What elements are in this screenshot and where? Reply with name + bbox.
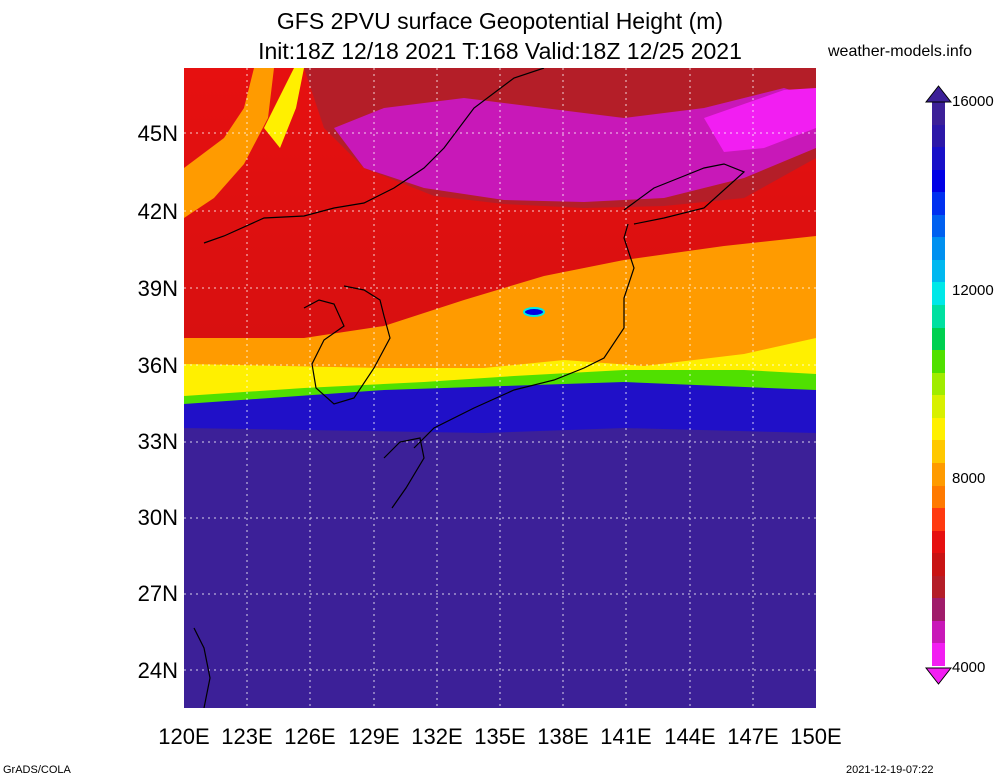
lat-label-33n: 33N	[137, 429, 178, 454]
colorbar-swatch	[932, 350, 945, 374]
colorbar-swatch	[932, 237, 945, 261]
field-spot	[523, 307, 545, 317]
lon-label-132e: 132E	[411, 724, 463, 749]
lon-label-150e: 150E	[790, 724, 842, 749]
footer-timestamp: 2021-12-19-07:22	[846, 764, 934, 776]
colorbar-swatch	[932, 124, 945, 148]
footer-software: GrADS/COLA	[3, 764, 71, 776]
site-credit: weather-models.info	[828, 43, 973, 60]
map-field	[184, 68, 816, 708]
lon-label-138e: 138E	[537, 724, 589, 749]
colorbar-swatch	[932, 147, 945, 171]
map-plot-area[interactable]	[184, 68, 816, 708]
lat-label-30n: 30N	[137, 505, 178, 530]
taiwan-coast	[193, 627, 211, 708]
colorbar-swatch	[932, 282, 945, 306]
colorbar-swatch	[932, 462, 945, 486]
colorbar-swatch	[932, 598, 945, 622]
lon-label-129e: 129E	[348, 724, 400, 749]
colorbar-swatch	[932, 192, 945, 216]
colorbar-label-16000: 16000	[952, 93, 994, 110]
colorbar-label-4000: 4000	[952, 659, 986, 676]
colorbar-swatch	[932, 417, 945, 441]
colorbar-swatch	[932, 169, 945, 193]
map-subtitle: Init:18Z 12/18 2021 T:168 Valid:18Z 12/2…	[258, 38, 742, 64]
coastlines	[193, 68, 746, 708]
lat-label-24n: 24N	[137, 658, 178, 683]
lon-label-120e: 120E	[158, 724, 210, 749]
colorbar-swatch	[932, 305, 945, 329]
kyushu-coast	[383, 437, 425, 509]
field-pink-core	[704, 88, 816, 152]
colorbar-bottom-arrow	[925, 667, 952, 685]
colorbar-swatch	[932, 214, 945, 238]
colorbar-swatch	[932, 620, 945, 644]
lon-label-147e: 147E	[727, 724, 779, 749]
colorbar-swatch	[932, 372, 945, 396]
colorbar	[932, 102, 945, 667]
lon-label-135e: 135E	[474, 724, 526, 749]
asia-coast	[203, 68, 545, 244]
colorbar-swatch	[932, 327, 945, 351]
korea-coast	[303, 285, 391, 405]
lat-label-27n: 27N	[137, 581, 178, 606]
colorbar-swatch	[932, 643, 945, 667]
colorbar-swatch	[932, 575, 945, 599]
colorbar-swatch	[932, 440, 945, 464]
lat-label-42n: 42N	[137, 199, 178, 224]
lat-label-36n: 36N	[137, 353, 178, 378]
colorbar-swatch	[932, 553, 945, 577]
hokkaido-coast	[623, 163, 746, 225]
lon-label-126e: 126E	[284, 724, 336, 749]
colorbar-swatch	[932, 102, 945, 126]
lat-label-39n: 39N	[137, 276, 178, 301]
colorbar-label-8000: 8000	[952, 470, 986, 487]
honshu-coast	[413, 223, 635, 449]
field-yellow-streak	[264, 68, 304, 148]
field-magenta-low	[334, 88, 816, 202]
colorbar-swatch	[932, 259, 945, 283]
lon-label-144e: 144E	[664, 724, 716, 749]
colorbar-label-12000: 12000	[952, 282, 994, 299]
colorbar-swatch	[932, 530, 945, 554]
colorbar-swatch	[932, 508, 945, 532]
colorbar-top-arrow	[925, 85, 952, 103]
lon-label-123e: 123E	[221, 724, 273, 749]
grid-lines	[184, 68, 816, 708]
field-orange-streak	[184, 68, 274, 218]
lat-label-45n: 45N	[137, 121, 178, 146]
lon-label-141e: 141E	[600, 724, 652, 749]
colorbar-swatch	[932, 485, 945, 509]
map-title: GFS 2PVU surface Geopotential Height (m)	[276, 8, 724, 34]
colorbar-swatch	[932, 395, 945, 419]
